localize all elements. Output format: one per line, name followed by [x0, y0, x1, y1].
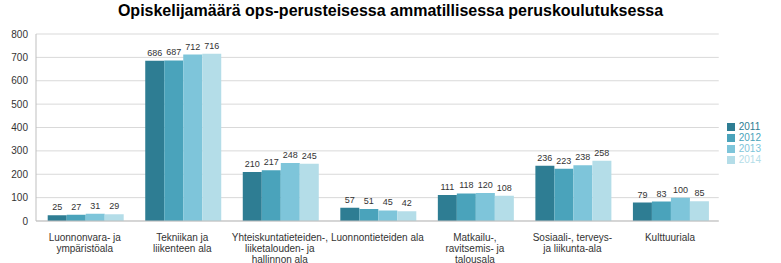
svg-text:248: 248: [283, 150, 298, 160]
svg-text:258: 258: [594, 148, 609, 158]
svg-text:29: 29: [109, 201, 119, 211]
svg-text:120: 120: [478, 180, 493, 190]
svg-text:118: 118: [459, 180, 473, 190]
svg-text:85: 85: [694, 188, 704, 198]
svg-text:Luonnontieteiden ala: Luonnontieteiden ala: [331, 232, 424, 243]
svg-text:79: 79: [637, 190, 647, 200]
svg-text:27: 27: [71, 202, 81, 212]
svg-text:400: 400: [11, 122, 28, 133]
svg-text:Tekniikan jaliikenteen ala: Tekniikan jaliikenteen ala: [153, 232, 212, 254]
svg-text:Yhteiskuntatieteiden-,liiketal: Yhteiskuntatieteiden-,liiketalouden- jah…: [232, 232, 328, 263]
html-text:2012: 2012: [738, 131, 761, 143]
html-text:2011: 2011: [738, 120, 761, 132]
svg-text:500: 500: [11, 99, 28, 110]
svg-text:238: 238: [575, 152, 590, 162]
svg-text:Sosiaali-, terveys-ja liikunta: Sosiaali-, terveys-ja liikunta-ala: [533, 232, 612, 254]
svg-text:223: 223: [556, 156, 571, 166]
svg-text:0: 0: [22, 216, 28, 227]
svg-text:Matkailu-,ravitsemis- jatalous: Matkailu-,ravitsemis- jatalousala: [445, 232, 504, 263]
html-text:Opiskelijamäärä ops-perusteise: Opiskelijamäärä ops-perusteisessa ammati…: [117, 2, 664, 19]
html-text:2014: 2014: [738, 153, 761, 165]
svg-text:800: 800: [11, 29, 28, 40]
svg-text:100: 100: [11, 192, 28, 203]
svg-text:700: 700: [11, 52, 28, 63]
svg-text:108: 108: [497, 183, 512, 193]
svg-text:200: 200: [11, 169, 28, 180]
svg-text:111: 111: [441, 182, 455, 192]
svg-text:45: 45: [383, 197, 393, 207]
svg-text:83: 83: [656, 189, 666, 199]
svg-text:210: 210: [245, 159, 260, 169]
svg-text:236: 236: [537, 153, 552, 163]
svg-text:686: 686: [147, 48, 162, 58]
svg-text:Kulttuuriala: Kulttuuriala: [645, 232, 695, 243]
svg-text:712: 712: [185, 42, 200, 52]
svg-text:300: 300: [11, 145, 28, 156]
html-text:2013: 2013: [738, 142, 761, 154]
svg-text:600: 600: [11, 75, 28, 86]
svg-text:100: 100: [673, 185, 688, 195]
svg-text:42: 42: [402, 198, 412, 208]
svg-text:687: 687: [166, 47, 181, 57]
svg-text:51: 51: [364, 196, 374, 206]
svg-text:217: 217: [264, 157, 279, 167]
svg-text:245: 245: [302, 151, 317, 161]
svg-text:25: 25: [52, 202, 62, 212]
svg-text:Luonnonvara- jaympäristöala: Luonnonvara- jaympäristöala: [49, 232, 122, 254]
svg-text:57: 57: [345, 195, 355, 205]
svg-text:31: 31: [90, 201, 100, 211]
svg-text:716: 716: [204, 41, 219, 51]
